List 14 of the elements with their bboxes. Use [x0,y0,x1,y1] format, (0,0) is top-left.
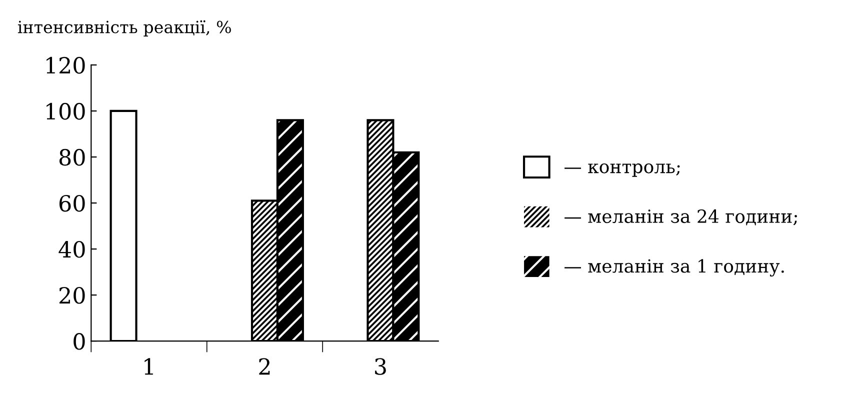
y-tick-label: 40 [58,240,85,258]
y-tick-label: 0 [74,332,85,350]
legend-label: — меланін за 1 годину. [564,259,784,277]
y-axis-title: інтенсивність реакції, % [18,20,231,37]
y-tick-label: 100 [46,102,85,120]
x-tick-label: 3 [375,358,386,375]
y-tick-label: 80 [59,148,85,166]
x-tick-label: 1 [144,358,153,375]
y-tick-label: 20 [60,286,85,304]
y-tick-label: 60 [59,194,85,212]
legend-label: — контроль; [564,163,680,177]
x-tick-label: 2 [259,358,270,375]
legend-label: — меланін за 24 години; [564,209,797,226]
y-tick-label: 120 [46,56,85,74]
